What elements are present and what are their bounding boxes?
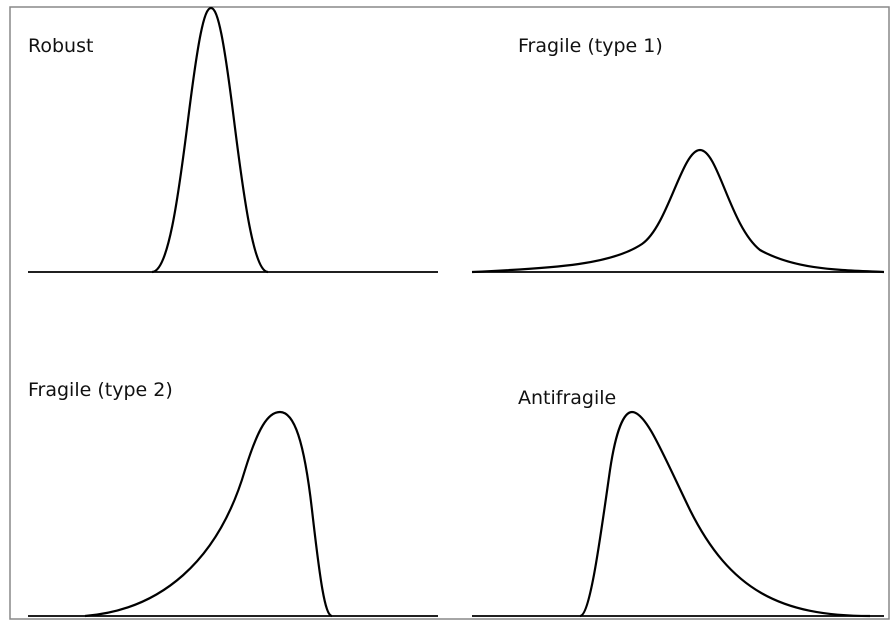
panel-label: Fragile (type 2) (28, 379, 173, 401)
panel-label: Fragile (type 1) (518, 35, 663, 57)
panel-robust: Robust (28, 6, 438, 274)
panel-fragile-1: Fragile (type 1) (471, 35, 885, 274)
curve (151, 6, 269, 274)
curve (579, 410, 871, 618)
panel-antifragile: Antifragile (472, 387, 884, 618)
panel-label: Antifragile (518, 387, 616, 409)
panel-label: Robust (28, 35, 93, 57)
curve (84, 410, 333, 618)
panel-fragile-2: Fragile (type 2) (28, 379, 438, 618)
frame (9, 6, 890, 620)
curve (471, 148, 885, 274)
